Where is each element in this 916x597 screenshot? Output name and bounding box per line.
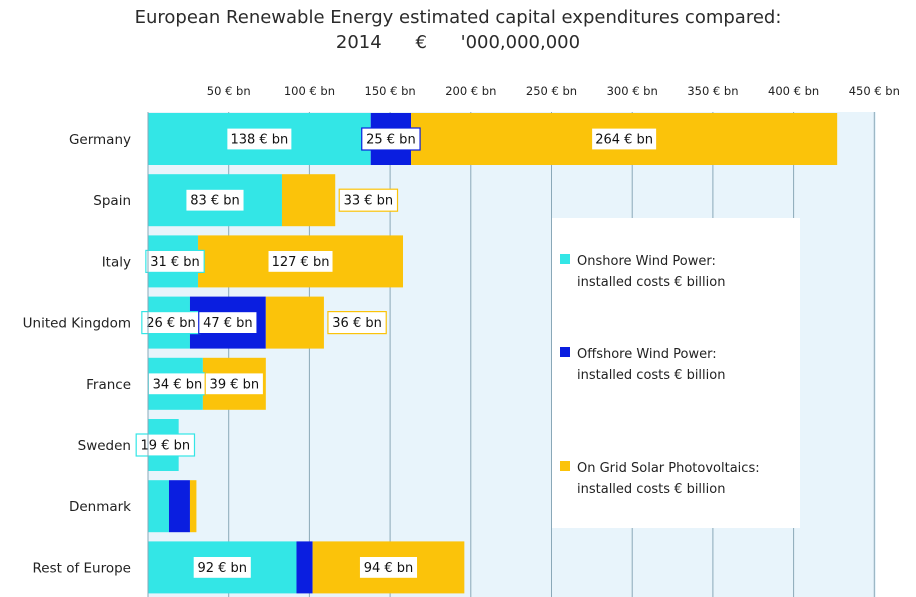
data-label-box <box>358 555 419 580</box>
data-label: 31 € bn <box>150 255 200 270</box>
bar-segment <box>281 174 336 227</box>
x-axis-ticks: 50 € bn 100 € bn 150 € bn 200 € bn 250 € bn 3… <box>207 84 900 98</box>
chart-header: European Renewable Energy estimated capi… <box>0 6 916 56</box>
x-tick-label: 150 € bn <box>365 84 416 98</box>
category-label: Sweden <box>78 438 131 454</box>
legend-swatch <box>560 461 570 471</box>
data-label-box <box>338 188 399 212</box>
category-label: Germany <box>69 132 131 148</box>
subtitle-year: 2014 <box>335 32 382 53</box>
data-label: 138 € bn <box>230 133 288 148</box>
data-label: 19 € bn <box>141 439 191 454</box>
data-label-box <box>267 249 334 273</box>
data-label-box <box>192 555 252 580</box>
data-label-box <box>226 127 293 151</box>
category-label: Italy <box>102 254 131 270</box>
legend-entry-text: installed costs € billion <box>577 482 725 497</box>
data-label: 47 € bn <box>203 316 253 331</box>
chart-title: European Renewable Energy estimated capi… <box>134 7 782 28</box>
legend-entry-text: Offshore Wind Power: <box>577 347 717 362</box>
x-tick-label: 100 € bn <box>284 84 335 98</box>
data-label-box <box>361 127 421 151</box>
data-label: 33 € bn <box>344 194 394 209</box>
x-tick-label: 300 € bn <box>607 84 658 98</box>
x-tick-label: 350 € bn <box>687 84 738 98</box>
category-label: Denmark <box>69 499 131 515</box>
bar-segment <box>296 541 313 594</box>
legend-entry-text: installed costs € billion <box>577 275 725 290</box>
data-label-box <box>590 127 658 151</box>
data-label-box <box>204 372 265 396</box>
bar-segment <box>265 296 324 349</box>
category-label: Spain <box>93 193 131 209</box>
data-label-box <box>135 433 196 457</box>
category-label: France <box>86 377 131 393</box>
legend-swatch <box>560 347 570 357</box>
legend-entry-text: On Grid Solar Photovoltaics: <box>577 461 760 476</box>
category-label: United Kingdom <box>23 316 131 332</box>
bar-segment <box>189 480 197 533</box>
data-label: 34 € bn <box>153 377 203 392</box>
data-label: 264 € bn <box>595 133 653 148</box>
data-label: 94 € bn <box>364 561 414 576</box>
data-label: 83 € bn <box>190 194 240 209</box>
legend-swatch <box>560 254 570 264</box>
data-label: 36 € bn <box>332 316 382 331</box>
category-label: Rest of Europe <box>33 560 131 576</box>
x-tick-label: 50 € bn <box>207 84 251 98</box>
bar-segment <box>148 480 169 533</box>
data-label: 26 € bn <box>146 316 196 331</box>
data-label: 92 € bn <box>197 561 247 576</box>
legend-entry-text: Onshore Wind Power: <box>577 254 716 269</box>
legend-entry-text: installed costs € billion <box>577 368 725 383</box>
data-label: 127 € bn <box>272 255 330 270</box>
x-tick-label: 450 € bn <box>849 84 900 98</box>
category-labels: Germany Spain Italy United Kingdom France Swe… <box>23 132 132 576</box>
legend-box <box>552 218 800 528</box>
data-label: 39 € bn <box>210 377 260 392</box>
subtitle-unit: € '000,000,000 <box>415 32 581 53</box>
x-tick-label: 200 € bn <box>445 84 496 98</box>
data-label-box <box>198 311 258 335</box>
legend: Onshore Wind Power: installed costs € bil… <box>552 218 800 528</box>
x-tick-label: 400 € bn <box>768 84 819 98</box>
bars: 138 € bn 25 € bn 264 € bn 83 € bn 33 € bn 31 … <box>135 113 838 594</box>
bar-segment <box>168 480 190 533</box>
data-label-box <box>145 249 205 273</box>
data-label: 25 € bn <box>366 133 416 148</box>
x-tick-label: 250 € bn <box>526 84 577 98</box>
chart-subtitle: 2014 € '000,000,000 <box>0 30 916 56</box>
data-label-box <box>185 188 245 212</box>
data-label-box <box>327 311 387 335</box>
